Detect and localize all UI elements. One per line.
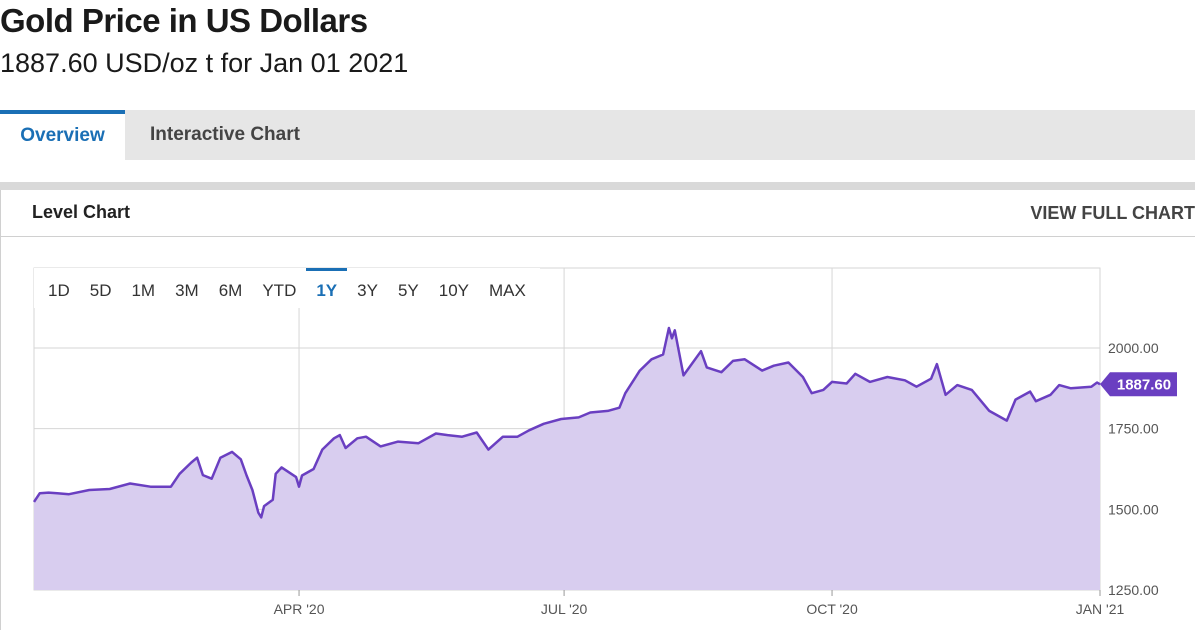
series-line: [32, 326, 1101, 519]
range-5y-button[interactable]: 5Y: [397, 281, 419, 300]
tab-bar: Overview Interactive Chart: [0, 110, 1195, 160]
view-full-chart-link[interactable]: VIEW FULL CHART: [1030, 203, 1195, 223]
range-selector: 1D 5D 1M 3M 6M YTD 1Y 3Y 5Y 10Y MAX: [34, 268, 540, 308]
y-tick-label: 2000.00: [1108, 340, 1159, 356]
y-tick-label: 1750.00: [1108, 421, 1159, 437]
range-6m-button[interactable]: 6M: [218, 281, 243, 300]
last-value-label: 1887.60: [1117, 376, 1171, 393]
page-subtitle: 1887.60 USD/oz t for Jan 01 2021: [0, 48, 409, 78]
range-10y-button[interactable]: 10Y: [438, 281, 469, 300]
tab-interactive-chart[interactable]: Interactive Chart: [150, 124, 300, 145]
range-3m-button[interactable]: 3M: [175, 281, 199, 300]
page-title: Gold Price in US Dollars: [0, 2, 368, 39]
panel-top-border: [0, 182, 1195, 190]
panel-title: Level Chart: [32, 202, 131, 222]
x-tick-label: JUL '20: [541, 601, 588, 617]
series-area: [34, 328, 1100, 590]
last-value-badge: [1100, 372, 1177, 397]
x-tick-label: OCT '20: [806, 601, 858, 617]
range-ytd-button[interactable]: YTD: [262, 281, 297, 300]
range-1d-button[interactable]: 1D: [48, 281, 70, 300]
range-1m-button[interactable]: 1M: [131, 281, 156, 300]
y-tick-label: 1250.00: [1108, 582, 1159, 598]
tab-overview[interactable]: Overview: [0, 110, 125, 160]
x-tick-label: APR '20: [274, 601, 325, 617]
range-3y-button[interactable]: 3Y: [357, 281, 378, 300]
y-tick-label: 1500.00: [1108, 501, 1159, 517]
range-1y-button[interactable]: 1Y: [306, 268, 347, 308]
range-5d-button[interactable]: 5D: [89, 281, 112, 300]
x-tick-label: JAN '21: [1076, 601, 1125, 617]
level-chart-panel: [0, 190, 1195, 630]
range-max-button[interactable]: MAX: [488, 281, 526, 300]
panel-header-divider: [0, 236, 1195, 237]
